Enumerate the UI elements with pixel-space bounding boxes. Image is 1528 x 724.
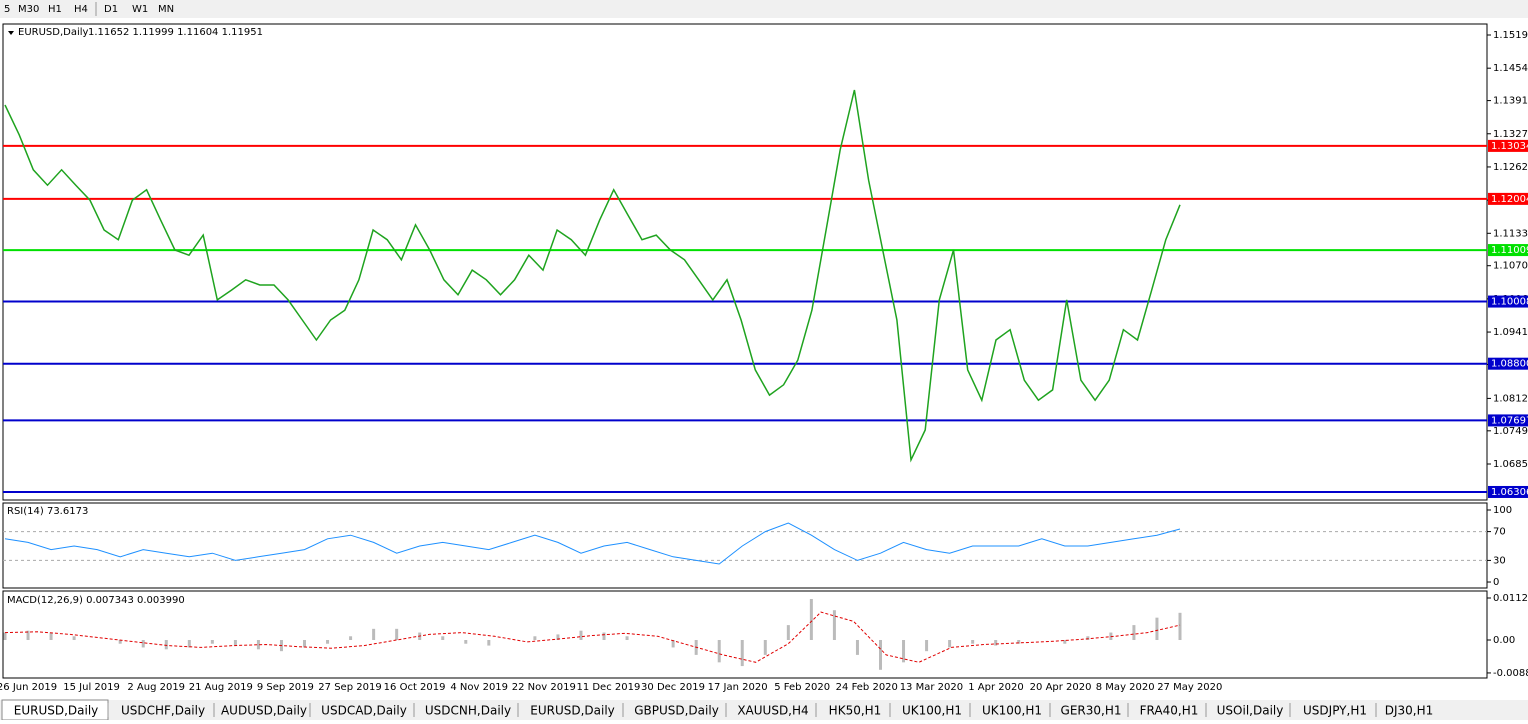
- x-tick-label: 8 May 2020: [1096, 682, 1155, 693]
- level-label: 1.13034: [1491, 141, 1528, 152]
- toolbar: [0, 0, 1528, 18]
- x-tick-label: 1 Apr 2020: [968, 682, 1023, 693]
- x-tick-label: 24 Feb 2020: [836, 682, 898, 693]
- tab[interactable]: USOil,Daily: [1217, 704, 1284, 718]
- timeframe-button[interactable]: H4: [74, 4, 88, 15]
- tab[interactable]: XAUUSD,H4: [737, 704, 808, 718]
- tab[interactable]: EURUSD,Daily: [530, 704, 615, 718]
- tab[interactable]: GBPUSD,Daily: [634, 704, 719, 718]
- level-label: 1.12004: [1491, 194, 1528, 205]
- y-tick-label: 1.13270: [1493, 129, 1528, 140]
- x-tick-label: 2 Aug 2019: [127, 682, 185, 693]
- timeframe-button[interactable]: MN: [158, 4, 174, 15]
- symbol: EURUSD,Daily: [18, 27, 89, 38]
- x-tick-label: 30 Dec 2019: [641, 682, 705, 693]
- y-tick-label: -0.008846: [1493, 668, 1528, 679]
- y-tick-label: 1.08125: [1493, 393, 1528, 404]
- quote: 1.11652 1.11999 1.11604 1.11951: [88, 27, 263, 38]
- level-tag: [1488, 244, 1528, 257]
- level-label: 1.10008: [1491, 297, 1528, 308]
- rsi-panel: [2, 502, 1488, 589]
- tab[interactable]: DJ30,H1: [1385, 704, 1434, 718]
- x-tick-label: 17 Jan 2020: [708, 682, 768, 693]
- x-tick-label: 21 Aug 2019: [189, 682, 253, 693]
- y-tick-label: 1.10705: [1493, 261, 1528, 272]
- x-tick-label: 26 Jun 2019: [0, 682, 57, 693]
- y-tick-label: 0.011277: [1493, 593, 1528, 604]
- y-tick-label: 1.07495: [1493, 426, 1528, 437]
- chart-bg: [0, 18, 1528, 700]
- macd-title: MACD(12,26,9) 0.007343 0.003990: [7, 595, 185, 606]
- y-tick-label: 1.13915: [1493, 96, 1528, 107]
- x-tick-label: 5 Feb 2020: [774, 682, 830, 693]
- timeframe-button[interactable]: H1: [48, 4, 62, 15]
- y-tick-label: 1.11335: [1493, 228, 1528, 239]
- level-tag: [1488, 295, 1528, 308]
- y-tick-label: 100: [1493, 505, 1512, 516]
- tab[interactable]: USDCHF,Daily: [121, 704, 205, 718]
- tab[interactable]: HK50,H1: [829, 704, 882, 718]
- tab[interactable]: FRA40,H1: [1140, 704, 1199, 718]
- level-tag: [1488, 357, 1528, 370]
- level-tag: [1488, 139, 1528, 152]
- x-tick-label: 4 Nov 2019: [450, 682, 508, 693]
- x-tick-label: 13 Mar 2020: [900, 682, 963, 693]
- y-tick-label: 0.00: [1493, 635, 1515, 646]
- level-label: 1.06306: [1491, 487, 1528, 498]
- x-tick-label: 16 Oct 2019: [384, 682, 446, 693]
- timeframe-button[interactable]: 5: [4, 4, 10, 15]
- rsi-title: RSI(14) 73.6173: [7, 506, 88, 517]
- rsi-line: [4, 522, 1181, 565]
- x-tick-label: 27 May 2020: [1157, 682, 1222, 693]
- macd-signal: [4, 611, 1181, 663]
- tab[interactable]: UK100,H1: [902, 704, 962, 718]
- y-tick-label: 1.09415: [1493, 327, 1528, 338]
- y-tick-label: 30: [1493, 555, 1506, 566]
- y-tick-label: 1.12625: [1493, 162, 1528, 173]
- level-tag: [1488, 414, 1528, 427]
- timeframe-button[interactable]: W1: [132, 4, 148, 15]
- y-tick-label: 1.15190: [1493, 30, 1528, 41]
- tab[interactable]: GER30,H1: [1061, 704, 1122, 718]
- tab[interactable]: USDJPY,H1: [1303, 704, 1367, 718]
- x-tick-label: 20 Apr 2020: [1030, 682, 1092, 693]
- x-tick-label: 22 Nov 2019: [512, 682, 576, 693]
- x-tick-label: 11 Dec 2019: [576, 682, 640, 693]
- y-tick-label: 1.14545: [1493, 63, 1528, 74]
- tab[interactable]: EURUSD,Daily: [14, 704, 99, 718]
- y-tick-label: 70: [1493, 527, 1506, 538]
- price-line: [4, 89, 1181, 463]
- tab-bar: [0, 700, 1528, 720]
- level-label: 1.07697: [1491, 415, 1528, 426]
- level-label: 1.08800: [1491, 359, 1528, 370]
- level-tag: [1488, 485, 1528, 498]
- level-label: 1.11009: [1491, 245, 1528, 256]
- y-tick-label: 1.06850: [1493, 459, 1528, 470]
- x-tick-label: 15 Jul 2019: [63, 682, 120, 693]
- macd-panel: [2, 590, 1488, 679]
- price-panel: [2, 23, 1488, 501]
- tab[interactable]: USDCAD,Daily: [321, 704, 407, 718]
- y-tick-label: 0: [1493, 577, 1499, 588]
- tab[interactable]: AUDUSD,Daily: [221, 704, 307, 718]
- timeframe-button[interactable]: M30: [18, 4, 39, 15]
- level-tag: [1488, 192, 1528, 205]
- x-tick-label: 27 Sep 2019: [318, 682, 381, 693]
- timeframe-button[interactable]: D1: [104, 4, 118, 15]
- collapse-arrow: [8, 31, 14, 35]
- x-tick-label: 9 Sep 2019: [257, 682, 314, 693]
- tab[interactable]: UK100,H1: [982, 704, 1042, 718]
- tab[interactable]: USDCNH,Daily: [425, 704, 511, 718]
